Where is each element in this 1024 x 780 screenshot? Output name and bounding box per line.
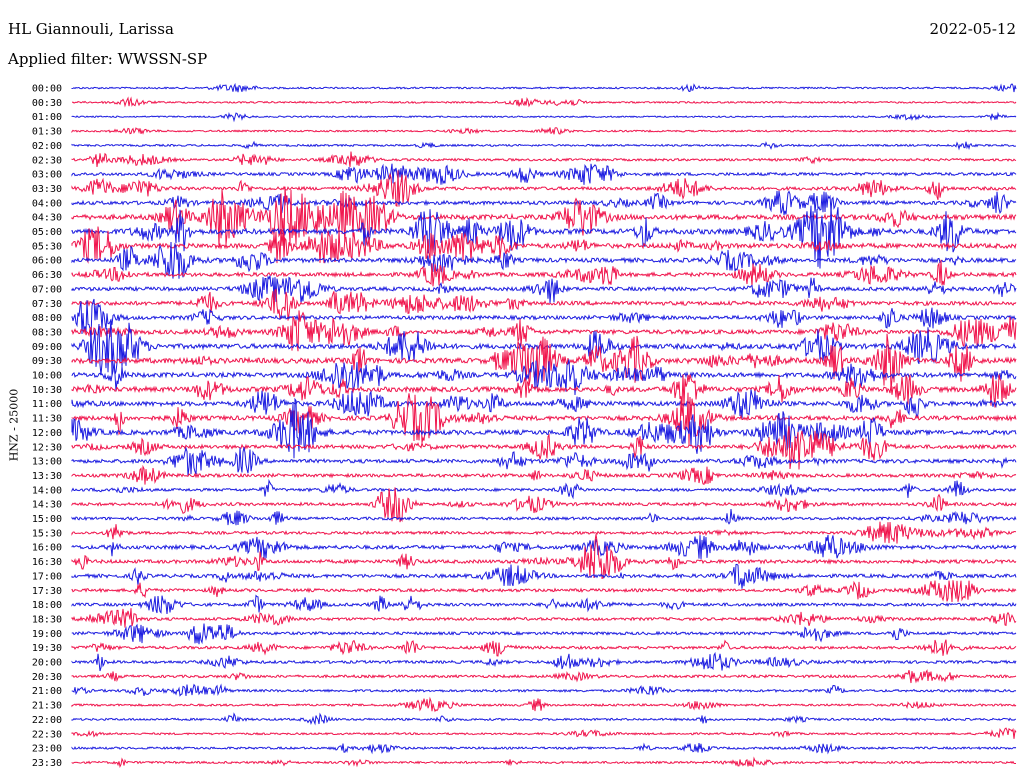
trace-line — [71, 310, 1017, 352]
time-tick-label: 10:00 — [32, 371, 62, 382]
time-tick-label: 08:30 — [32, 327, 62, 338]
trace-line — [71, 696, 1017, 713]
trace-line — [71, 226, 1017, 264]
time-tick-label: 14:00 — [32, 485, 62, 496]
trace-line — [71, 623, 1017, 645]
trace-line — [71, 651, 1017, 672]
time-tick-label: 03:00 — [32, 170, 62, 181]
time-tick-label: 04:30 — [32, 213, 62, 224]
time-tick-label: 11:30 — [32, 414, 62, 425]
time-tick-label: 21:30 — [32, 701, 62, 712]
trace-line — [71, 487, 1017, 523]
trace-line — [71, 298, 1017, 339]
trace-line — [71, 446, 1017, 477]
time-tick-label: 11:00 — [32, 399, 62, 410]
time-tick-label: 00:00 — [32, 84, 62, 95]
trace-line — [71, 397, 1017, 459]
trace-line — [71, 426, 1017, 470]
filter-label: Applied filter: WWSSN-SP — [8, 50, 208, 68]
time-tick-label: 16:00 — [32, 543, 62, 554]
time-tick-label: 16:30 — [32, 557, 62, 568]
trace-line — [71, 359, 1017, 396]
time-tick-label: 15:00 — [32, 514, 62, 525]
trace-line — [71, 96, 1017, 108]
time-tick-label: 20:30 — [32, 672, 62, 683]
trace-line — [71, 509, 1017, 526]
time-tick-label: 23:30 — [32, 758, 62, 769]
trace-line — [71, 170, 1017, 207]
time-tick-label: 12:30 — [32, 442, 62, 453]
time-tick-label: 18:00 — [32, 600, 62, 611]
time-tick-label: 02:00 — [32, 141, 62, 152]
trace-line — [71, 151, 1017, 168]
trace-line — [71, 534, 1017, 560]
trace-line — [71, 727, 1017, 739]
trace-line — [71, 712, 1017, 726]
time-tick-label: 22:30 — [32, 729, 62, 740]
time-tick-label: 05:00 — [32, 227, 62, 238]
trace-line — [71, 464, 1017, 485]
trace-line — [71, 669, 1017, 684]
trace-line — [71, 608, 1017, 628]
trace-line — [71, 288, 1017, 321]
trace-line — [71, 594, 1017, 615]
time-tick-label: 19:00 — [32, 629, 62, 640]
time-tick-label: 04:00 — [32, 198, 62, 209]
time-tick-label: 22:00 — [32, 715, 62, 726]
trace-line — [71, 534, 1017, 580]
trace-line — [71, 241, 1017, 279]
time-tick-label: 06:00 — [32, 256, 62, 267]
trace-line — [71, 563, 1017, 589]
trace-line — [71, 639, 1017, 657]
trace-line — [71, 186, 1017, 248]
time-tick-label: 20:00 — [32, 658, 62, 669]
time-tick-label: 06:30 — [32, 270, 62, 281]
time-tick-label: 00:30 — [32, 98, 62, 109]
trace-line — [71, 756, 1016, 769]
time-tick-label: 13:30 — [32, 471, 62, 482]
time-tick-label: 01:00 — [32, 112, 62, 123]
trace-line — [71, 392, 1017, 446]
time-tick-label: 07:30 — [32, 299, 62, 310]
trace-line — [71, 127, 1017, 135]
trace-line — [71, 478, 1017, 500]
time-tick-label: 21:00 — [32, 686, 62, 697]
station-title: HL Giannouli, Larissa — [8, 20, 174, 38]
time-tick-label: 17:00 — [32, 571, 62, 582]
trace-line — [71, 521, 1017, 544]
time-tick-label: 03:30 — [32, 184, 62, 195]
time-tick-label: 15:30 — [32, 528, 62, 539]
time-tick-label: 09:30 — [32, 356, 62, 367]
trace-line — [71, 190, 1017, 216]
trace-line — [71, 111, 1017, 123]
trace-line — [71, 333, 1017, 391]
trace-line — [71, 259, 1017, 287]
date-label: 2022-05-12 — [929, 20, 1016, 38]
time-tick-label: 10:30 — [32, 385, 62, 396]
time-tick-label: 23:00 — [32, 744, 62, 755]
time-tick-label: 09:00 — [32, 342, 62, 353]
time-tick-label: 17:30 — [32, 586, 62, 597]
trace-line — [71, 82, 1017, 93]
time-tick-label: 07:00 — [32, 284, 62, 295]
trace-line — [71, 580, 1017, 603]
time-tick-label: 01:30 — [32, 127, 62, 138]
trace-line — [71, 742, 1017, 755]
time-tick-label: 18:30 — [32, 614, 62, 625]
trace-line — [71, 163, 1017, 185]
time-tick-label: 14:30 — [32, 500, 62, 511]
trace-line — [71, 683, 1017, 697]
time-tick-label: 13:00 — [32, 457, 62, 468]
time-tick-label: 05:30 — [32, 241, 62, 252]
trace-line — [71, 203, 1017, 269]
time-tick-label: 08:00 — [32, 313, 62, 324]
time-tick-label: 19:30 — [32, 643, 62, 654]
trace-line — [71, 140, 1016, 151]
trace-line — [71, 374, 1017, 408]
trace-line — [71, 389, 1017, 420]
time-tick-label: 12:00 — [32, 428, 62, 439]
time-tick-label: 02:30 — [32, 155, 62, 166]
trace-line — [71, 274, 1017, 304]
